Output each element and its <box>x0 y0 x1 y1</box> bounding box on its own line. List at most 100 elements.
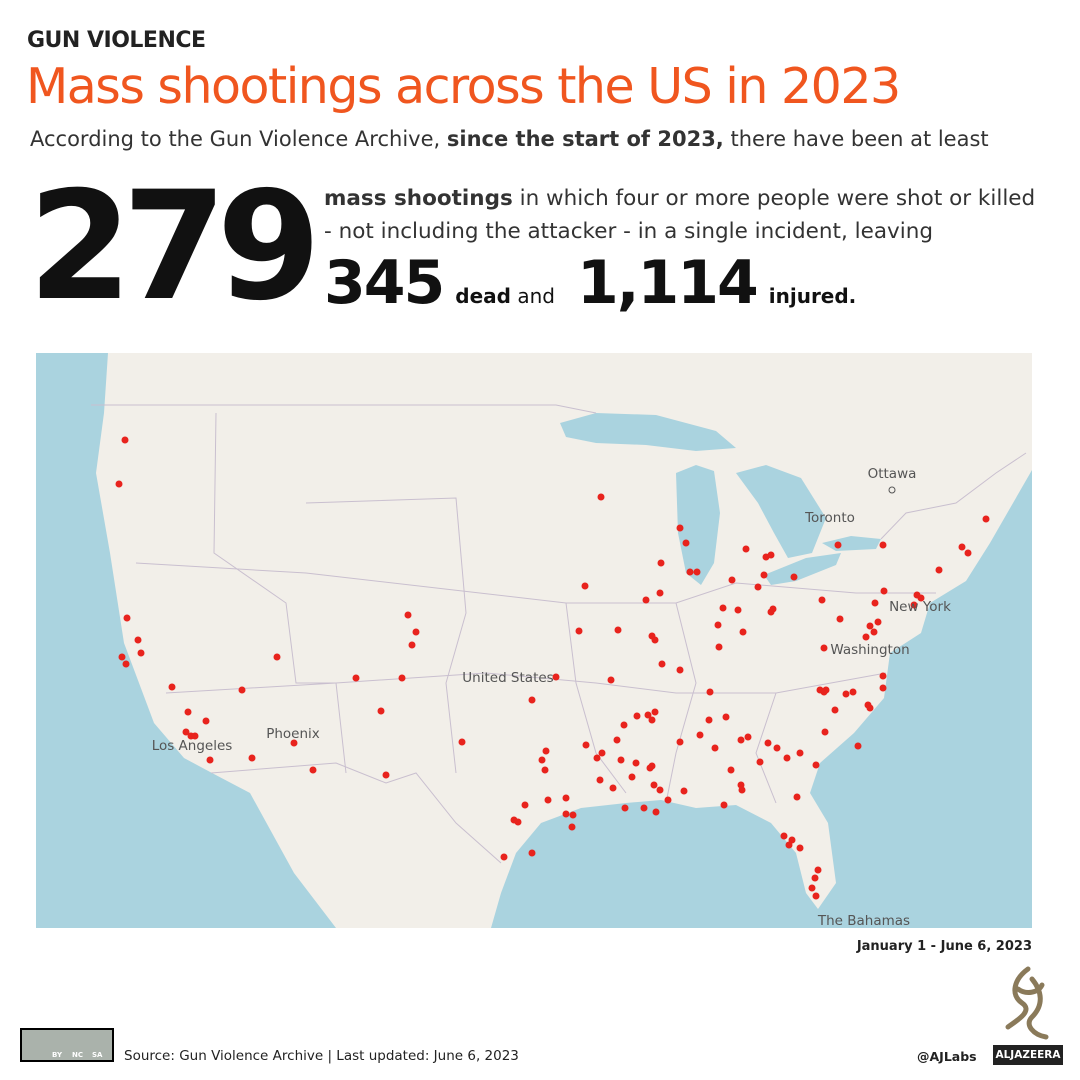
intro: According to the Gun Violence Archive, s… <box>30 127 989 151</box>
logo-mark <box>1005 966 1049 1040</box>
incident-dot <box>680 787 688 795</box>
incident-dot <box>935 566 943 574</box>
incident-dot <box>854 742 862 750</box>
incident-dot <box>607 676 615 684</box>
capital-marker <box>888 486 896 494</box>
incident-dot <box>248 754 256 762</box>
incident-dot <box>562 810 570 818</box>
incident-dot <box>866 622 874 630</box>
incident-dot <box>738 786 746 794</box>
incident-dot <box>780 832 788 840</box>
incident-dot <box>628 773 636 781</box>
incident-dot <box>122 660 130 668</box>
incident-dot <box>541 766 549 774</box>
incident-dot <box>514 818 522 826</box>
intro-text: According to the Gun Violence Archive, <box>30 127 441 151</box>
place-labels: Ottawa Toronto New York Washington Unite… <box>152 466 951 928</box>
incident-dot <box>767 608 775 616</box>
incident-dot <box>849 688 857 696</box>
incident-dot <box>793 793 801 801</box>
incident-dot <box>705 716 713 724</box>
incident-dot <box>696 731 704 739</box>
incident-dot <box>811 874 819 882</box>
incident-dot <box>652 808 660 816</box>
incident-dot <box>568 823 576 831</box>
incident-dot <box>640 804 648 812</box>
description-bold: mass shootings <box>324 186 513 211</box>
incident-dot <box>137 649 145 657</box>
incident-dot <box>773 744 781 752</box>
incident-dot <box>382 771 390 779</box>
incident-dot <box>650 781 658 789</box>
title: Mass shootings across the US in 2023 <box>26 58 901 115</box>
incident-dot <box>808 884 816 892</box>
incident-dot <box>866 704 874 712</box>
incident-dot <box>115 480 123 488</box>
map: Ottawa Toronto New York Washington Unite… <box>36 353 1032 928</box>
incident-dot <box>134 636 142 644</box>
place-label: Washington <box>830 642 909 658</box>
incident-dot <box>238 686 246 694</box>
incident-dot <box>569 811 577 819</box>
dead-label: dead <box>455 284 511 308</box>
incident-dot <box>964 549 972 557</box>
shootings-count: 279 <box>28 160 321 334</box>
license-term: NC <box>72 1051 83 1059</box>
incident-dot <box>682 539 690 547</box>
incident-dot <box>651 636 659 644</box>
incident-dot <box>377 707 385 715</box>
and: and <box>517 284 555 308</box>
kicker: GUN VIOLENCE <box>27 28 206 53</box>
incident-dot <box>880 587 888 595</box>
place-label: Toronto <box>804 510 855 526</box>
incident-dot <box>790 573 798 581</box>
incident-dot <box>398 674 406 682</box>
incident-dot <box>870 628 878 636</box>
incident-dot <box>686 568 694 576</box>
borders <box>91 404 1027 864</box>
place-label: Phoenix <box>266 726 320 742</box>
incident-dot <box>727 766 735 774</box>
incident-dot <box>621 804 629 812</box>
incident-dot <box>814 866 822 874</box>
incident-dot <box>613 736 621 744</box>
incident-dot <box>676 738 684 746</box>
water <box>36 353 1032 928</box>
incident-dot <box>121 436 129 444</box>
casualties: 345 dead and 1,114 injured. <box>324 248 856 318</box>
incident-dot <box>764 739 772 747</box>
intro-text: there have been at least <box>730 127 989 151</box>
incident-dot <box>596 776 604 784</box>
incident-dot <box>575 627 583 635</box>
intro-bold: since the start of 2023, <box>446 127 724 151</box>
place-label: New York <box>889 599 951 615</box>
incident-dot <box>538 756 546 764</box>
incident-dot <box>544 796 552 804</box>
injured-label: injured. <box>768 284 857 308</box>
incident-dot <box>528 696 536 704</box>
incident-dot <box>676 524 684 532</box>
incident-dot <box>711 744 719 752</box>
incident-dot <box>783 754 791 762</box>
incident-dot <box>598 749 606 757</box>
place-label: Los Angeles <box>152 738 233 754</box>
incident-dot <box>664 796 672 804</box>
incident-dot <box>715 643 723 651</box>
incident-dot <box>831 706 839 714</box>
incident-dot <box>820 644 828 652</box>
source: Source: Gun Violence Archive | Last upda… <box>124 1048 519 1064</box>
incident-dot <box>737 736 745 744</box>
incident-dot <box>408 641 416 649</box>
incident-dot <box>609 784 617 792</box>
incident-dot <box>123 614 131 622</box>
incident-dot <box>742 545 750 553</box>
license-term: SA <box>92 1051 103 1059</box>
incident-dot <box>842 690 850 698</box>
incident-dot <box>982 515 990 523</box>
incident-dot <box>182 728 190 736</box>
incidents <box>115 436 990 900</box>
incident-dot <box>191 732 199 740</box>
incident-dot <box>874 618 882 626</box>
brand: ALJAZEERA <box>993 1045 1063 1065</box>
